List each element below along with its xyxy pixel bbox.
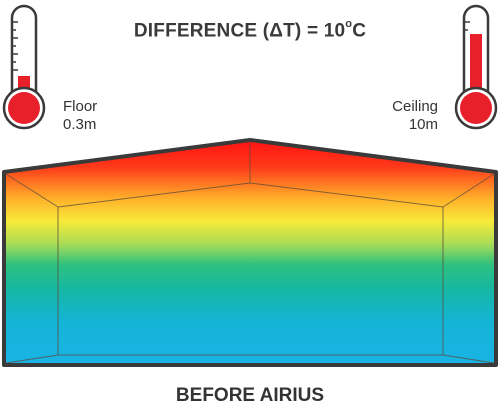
floor-label-title: Floor xyxy=(63,98,98,115)
building-perspective-lines xyxy=(5,143,495,364)
ceiling-label-title: Ceiling xyxy=(392,98,438,115)
building-fill xyxy=(2,138,498,367)
floor-thermometer-icon xyxy=(0,4,48,139)
difference-headline: DIFFERENCE (ΔT) = 10oC xyxy=(0,18,500,42)
before-airius-caption: BEFORE AIRIUS xyxy=(175,385,325,406)
ceiling-thermometer-icon xyxy=(452,4,500,139)
headline-text: DIFFERENCE (ΔT) = 10 xyxy=(133,20,346,42)
floor-label: Floor 0.3m xyxy=(63,98,97,134)
ceiling-label: Ceiling 10m xyxy=(392,98,438,134)
degree-mark: o xyxy=(345,18,353,30)
ceiling-label-height: 10m xyxy=(408,116,438,133)
headline-unit: C xyxy=(352,20,367,42)
floor-label-height: 0.3m xyxy=(63,116,97,133)
